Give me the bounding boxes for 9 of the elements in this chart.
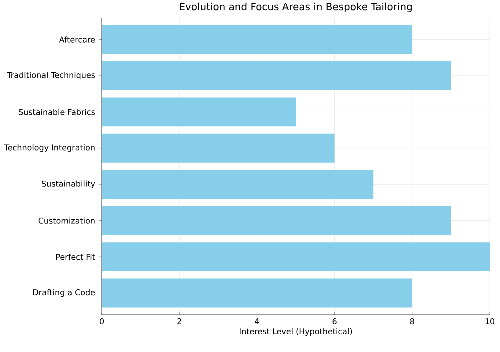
bar	[102, 98, 296, 127]
bar	[102, 206, 452, 236]
chart-title: Evolution and Focus Areas in Bespoke Tailoring	[180, 2, 412, 13]
bar	[102, 278, 412, 308]
bar	[102, 170, 374, 200]
bar	[102, 242, 490, 272]
bar	[102, 61, 452, 90]
bar	[102, 25, 412, 54]
bar	[102, 134, 335, 163]
